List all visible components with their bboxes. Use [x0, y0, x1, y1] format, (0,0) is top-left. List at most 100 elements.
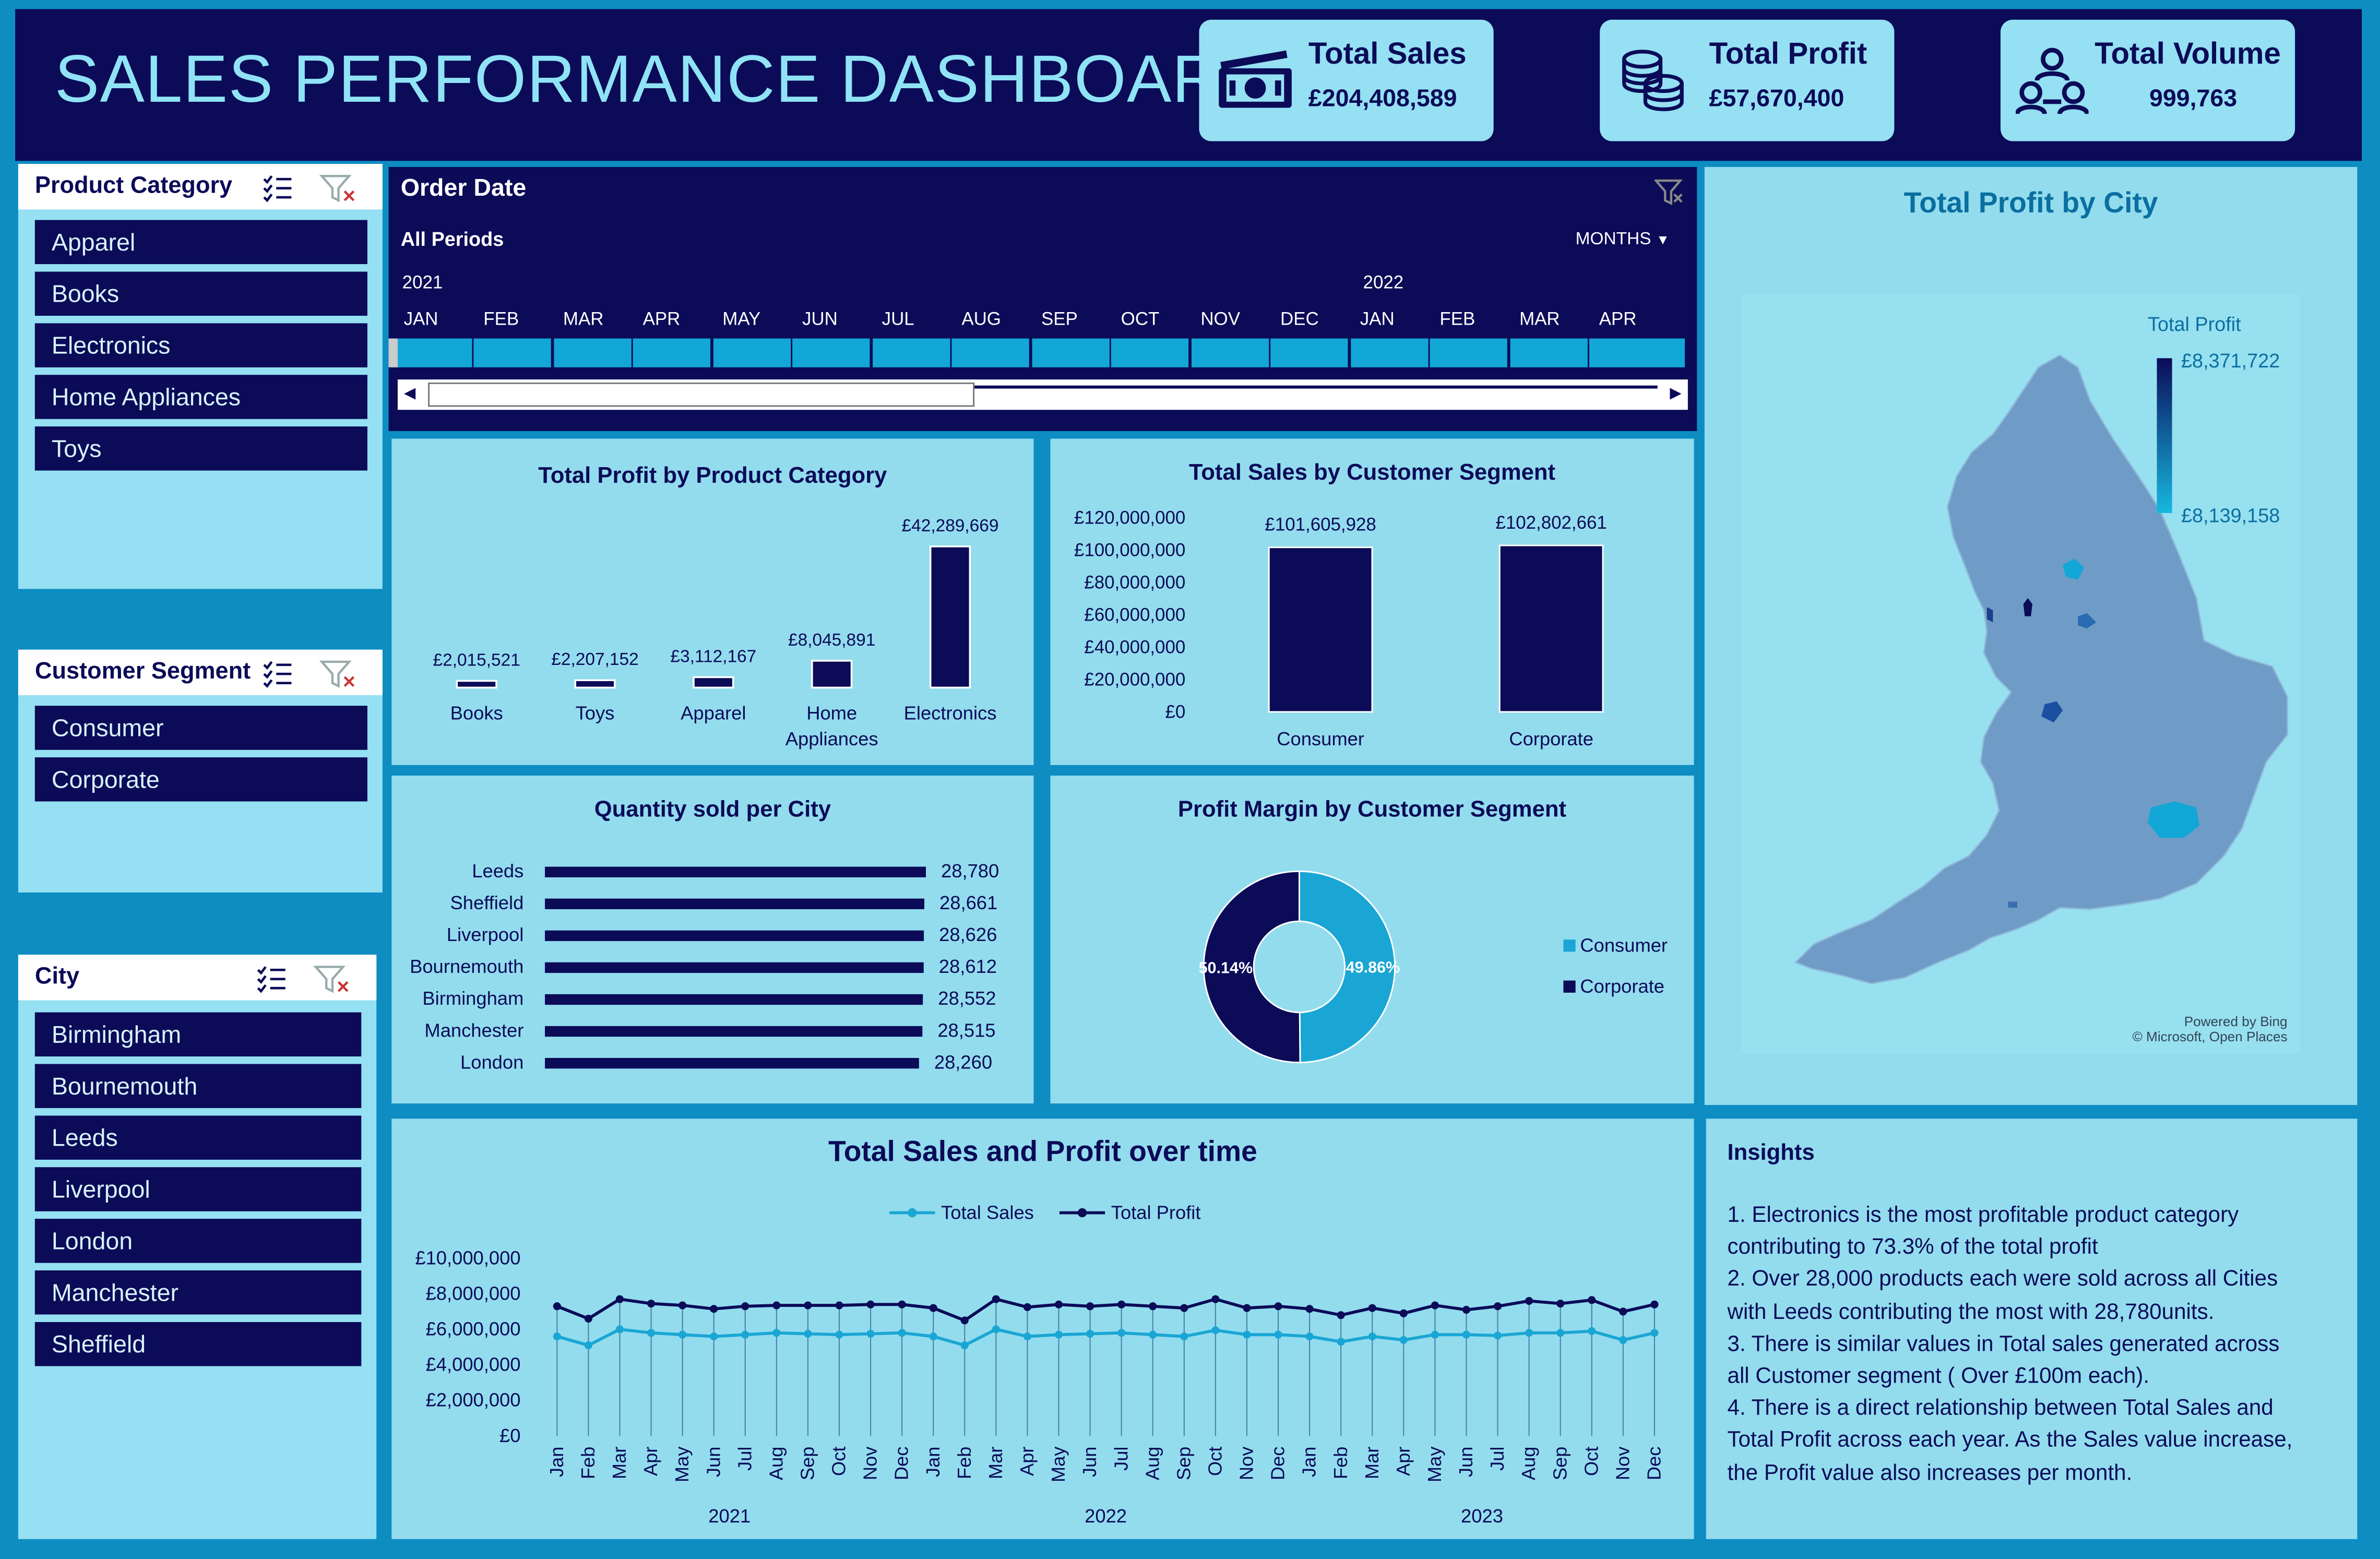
scroll-left-icon[interactable]: ◀ — [403, 385, 416, 402]
slicer-item[interactable]: Manchester — [34, 1270, 362, 1315]
kpi-value: £204,408,589 — [1308, 86, 1457, 113]
kpi-label: Total Profit — [1709, 38, 1867, 72]
x-tick-label: Aug — [1141, 1446, 1163, 1480]
slicer-product-category: Product Category Apparel Books Electronics… — [18, 164, 383, 589]
data-point — [1462, 1330, 1471, 1339]
city-liverpool[interactable] — [1986, 607, 1993, 623]
slicer-item[interactable]: Toys — [34, 426, 367, 471]
insight-line: all Customer segment ( Over £100m each). — [1727, 1364, 2150, 1389]
clear-filter-icon[interactable] — [319, 660, 355, 688]
slicer-item[interactable]: Apparel — [34, 220, 367, 265]
timeline-month-divider — [1427, 338, 1430, 367]
timeline-scrollbar[interactable]: ◀ ▶ — [397, 379, 1688, 410]
data-point — [1274, 1302, 1282, 1311]
kpi-label: Total Sales — [1308, 38, 1467, 72]
data-point — [1149, 1302, 1157, 1311]
data-point — [584, 1314, 592, 1323]
data-point — [1493, 1331, 1502, 1340]
insight-line: 2. Over 28,000 products each were sold a… — [1727, 1268, 2278, 1293]
data-point — [929, 1304, 937, 1312]
city-leeds[interactable] — [2063, 558, 2084, 580]
slicer-item[interactable]: Electronics — [34, 323, 367, 367]
x-tick-label: Sep — [1173, 1446, 1194, 1480]
x-tick-label: Mar — [985, 1446, 1006, 1479]
data-point — [1211, 1326, 1220, 1335]
y-tick-label: £8,000,000 — [426, 1283, 521, 1304]
city-manchester[interactable] — [2023, 598, 2033, 616]
timeline-start-handle[interactable] — [388, 338, 398, 367]
multi-select-icon[interactable] — [257, 966, 285, 993]
bar — [545, 962, 924, 973]
slicer-item[interactable]: Birmingham — [34, 1012, 362, 1057]
city-london[interactable] — [2148, 801, 2199, 838]
scroll-thumb[interactable] — [428, 382, 975, 407]
map-legend-gradient — [2157, 358, 2172, 513]
category-label: Leeds — [472, 860, 523, 882]
city-bournemouth[interactable] — [2008, 901, 2017, 908]
data-point — [647, 1300, 656, 1308]
data-point — [553, 1332, 561, 1341]
insight-line: 3. There is similar values in Total sale… — [1727, 1332, 2280, 1357]
legend-marker — [1077, 1208, 1087, 1218]
city-sheffield[interactable] — [2078, 613, 2097, 628]
slicer-item[interactable]: Liverpool — [34, 1167, 362, 1211]
data-label: 28,612 — [939, 956, 997, 977]
chart-sales-by-segment: Total Sales by Customer Segment £0 £20,00… — [1050, 438, 1694, 765]
slicer-item[interactable]: Sheffield — [34, 1322, 362, 1366]
scroll-track — [974, 385, 1658, 404]
data-point — [1619, 1336, 1627, 1344]
slicer-item[interactable]: Consumer — [34, 706, 367, 750]
slicer-item[interactable]: Books — [34, 271, 367, 316]
data-point — [1023, 1303, 1031, 1311]
slicer-item[interactable]: Leeds — [34, 1115, 362, 1160]
kpi-label: Total Volume — [2095, 38, 2281, 72]
timeline-month-label: MAR — [1519, 308, 1560, 330]
y-tick-label: £60,000,000 — [1084, 604, 1185, 625]
clear-filter-icon[interactable] — [319, 175, 355, 203]
data-point — [1619, 1307, 1627, 1316]
city-birmingham[interactable] — [2041, 701, 2063, 723]
data-point — [1305, 1332, 1314, 1341]
slicer-item[interactable]: Home Appliances — [34, 375, 367, 419]
slicer-item[interactable]: Corporate — [34, 757, 367, 802]
y-tick-label: £40,000,000 — [1084, 637, 1185, 657]
data-point — [1650, 1329, 1659, 1337]
data-point — [898, 1300, 906, 1308]
data-point — [584, 1341, 592, 1350]
category-label: Sheffield — [450, 892, 524, 913]
multi-select-icon[interactable] — [263, 175, 292, 203]
chevron-down-icon: ▼ — [1656, 232, 1670, 248]
timeline-range-bar[interactable] — [391, 338, 1685, 367]
data-label: £2,015,521 — [433, 650, 520, 670]
coins-icon — [1622, 50, 1684, 112]
slicer-city: City Birmingham Bournemouth Leeds Liverpool… — [18, 955, 377, 1539]
slicer-item[interactable]: London — [34, 1219, 362, 1263]
multi-select-icon[interactable] — [263, 661, 292, 688]
bar — [545, 1026, 923, 1037]
insights-title: Insights — [1727, 1140, 1815, 1166]
timeline-month-label: FEB — [1439, 308, 1475, 330]
data-point — [1588, 1296, 1596, 1304]
clear-filter-icon[interactable] — [1654, 179, 1685, 206]
timeline-month-divider — [551, 338, 554, 367]
data-label: 28,780 — [941, 860, 999, 882]
scroll-right-icon[interactable]: ▶ — [1670, 385, 1682, 402]
data-label: 28,661 — [939, 892, 997, 913]
timeline-month-divider — [471, 338, 474, 367]
slicer-item[interactable]: Bournemouth — [34, 1064, 362, 1108]
data-point — [1399, 1309, 1408, 1317]
y-tick-label: £2,000,000 — [426, 1389, 521, 1411]
clear-filter-icon[interactable] — [313, 966, 349, 993]
timeline-month-divider — [1348, 338, 1350, 367]
bar — [545, 1057, 919, 1069]
timeline-year: 2022 — [1363, 271, 1404, 293]
timeline-title: Order Date — [400, 176, 527, 202]
timeline-month-divider — [630, 338, 633, 367]
data-point — [1117, 1300, 1126, 1308]
x-tick-label: Jul — [1110, 1446, 1132, 1470]
map-area[interactable]: Total Profit £8,371,722 £8,139,158 Power… — [1741, 294, 2300, 1054]
chart-sales-profit-over-time: Total Sales and Profit over time £0 £2,00… — [391, 1118, 1694, 1539]
timeline-level-select[interactable]: MONTHS ▼ — [1576, 231, 1670, 249]
y-tick-label: £20,000,000 — [1084, 670, 1185, 690]
slicer-title: City — [34, 963, 80, 990]
